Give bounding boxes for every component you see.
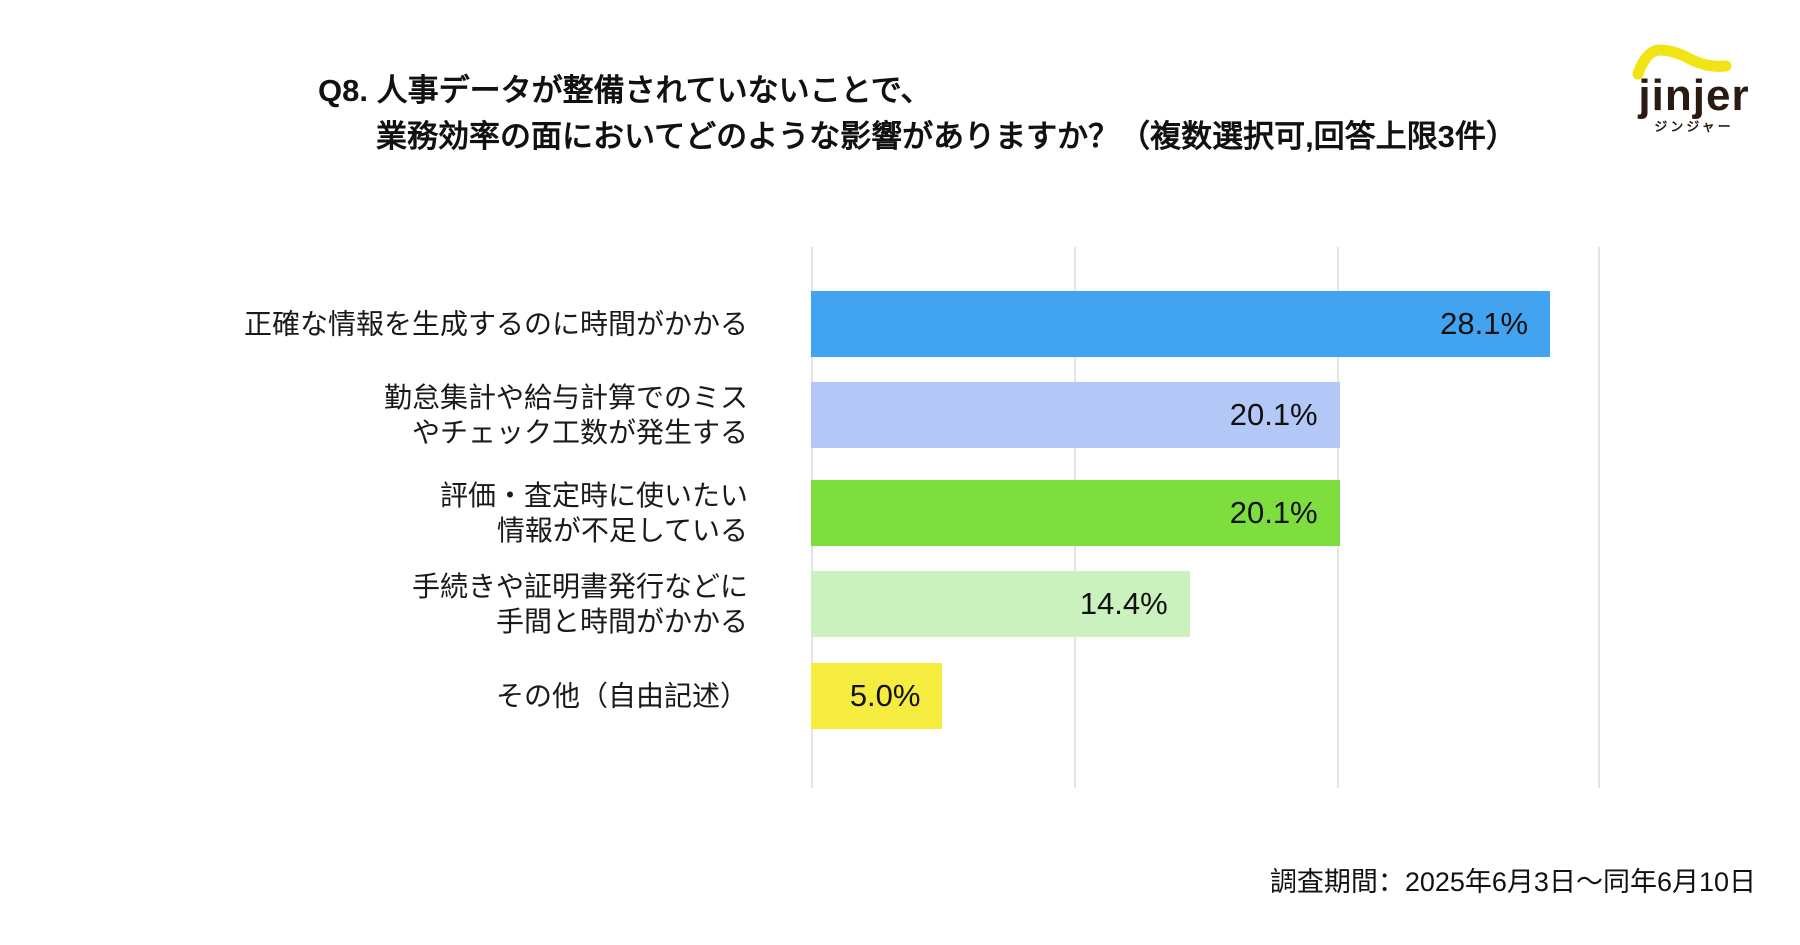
category-label: 勤怠集計や給与計算でのミス やチェック工数が発生する xyxy=(383,382,748,448)
bar-track: 14.4% xyxy=(811,571,1600,637)
bar-value-label: 14.4% xyxy=(1079,586,1168,621)
bar-value-label: 20.1% xyxy=(1229,495,1318,530)
bar: 5.0% xyxy=(811,663,943,729)
bar: 20.1% xyxy=(811,382,1340,448)
chart-row: その他（自由記述） 5.0% xyxy=(0,663,1800,729)
category-label: 正確な情報を生成するのに時間がかかる xyxy=(243,308,748,340)
chart-row: 正確な情報を生成するのに時間がかかる 28.1% xyxy=(0,291,1800,357)
chart-row: 評価・査定時に使いたい 情報が不足している 20.1% xyxy=(0,480,1800,546)
bar-value-label: 28.1% xyxy=(1440,306,1529,341)
logo-swoosh-icon xyxy=(1632,44,1732,80)
question-title-line-2: 業務効率の面においてどのような影響がありますか？（複数選択可,回答上限3件） xyxy=(376,119,1517,154)
bar-track: 20.1% xyxy=(811,480,1600,546)
category-label: その他（自由記述） xyxy=(495,680,748,712)
bar-track: 20.1% xyxy=(811,382,1600,448)
bar-value-label: 5.0% xyxy=(849,678,921,713)
jinjer-logo: jinjer ジンジャー xyxy=(1622,40,1767,135)
gridline-30pct xyxy=(1598,247,1600,788)
question-title: Q8. 人事データが整備されていないことで、 業務効率の面においてどのような影響… xyxy=(318,68,1517,160)
logo-kana-text: ジンジャー xyxy=(1654,119,1733,134)
logo-brand-text: jinjer xyxy=(1637,71,1749,120)
bar: 14.4% xyxy=(811,571,1190,637)
bar-track: 28.1% xyxy=(811,291,1600,357)
category-label: 手続きや証明書発行などに 手間と時間がかかる xyxy=(411,571,748,637)
bar: 20.1% xyxy=(811,480,1340,546)
category-label: 評価・査定時に使いたい 情報が不足している xyxy=(439,480,748,546)
chart-row: 勤怠集計や給与計算でのミス やチェック工数が発生する 20.1% xyxy=(0,382,1800,448)
bar-value-label: 20.1% xyxy=(1229,397,1318,432)
question-title-line-1: Q8. 人事データが整備されていないことで、 xyxy=(318,73,932,108)
bar: 28.1% xyxy=(811,291,1551,357)
chart-row: 手続きや証明書発行などに 手間と時間がかかる 14.4% xyxy=(0,571,1800,637)
survey-period-note: 調査期間：2025年6月3日〜同年6月10日 xyxy=(1269,867,1756,897)
bar-track: 5.0% xyxy=(811,663,1600,729)
